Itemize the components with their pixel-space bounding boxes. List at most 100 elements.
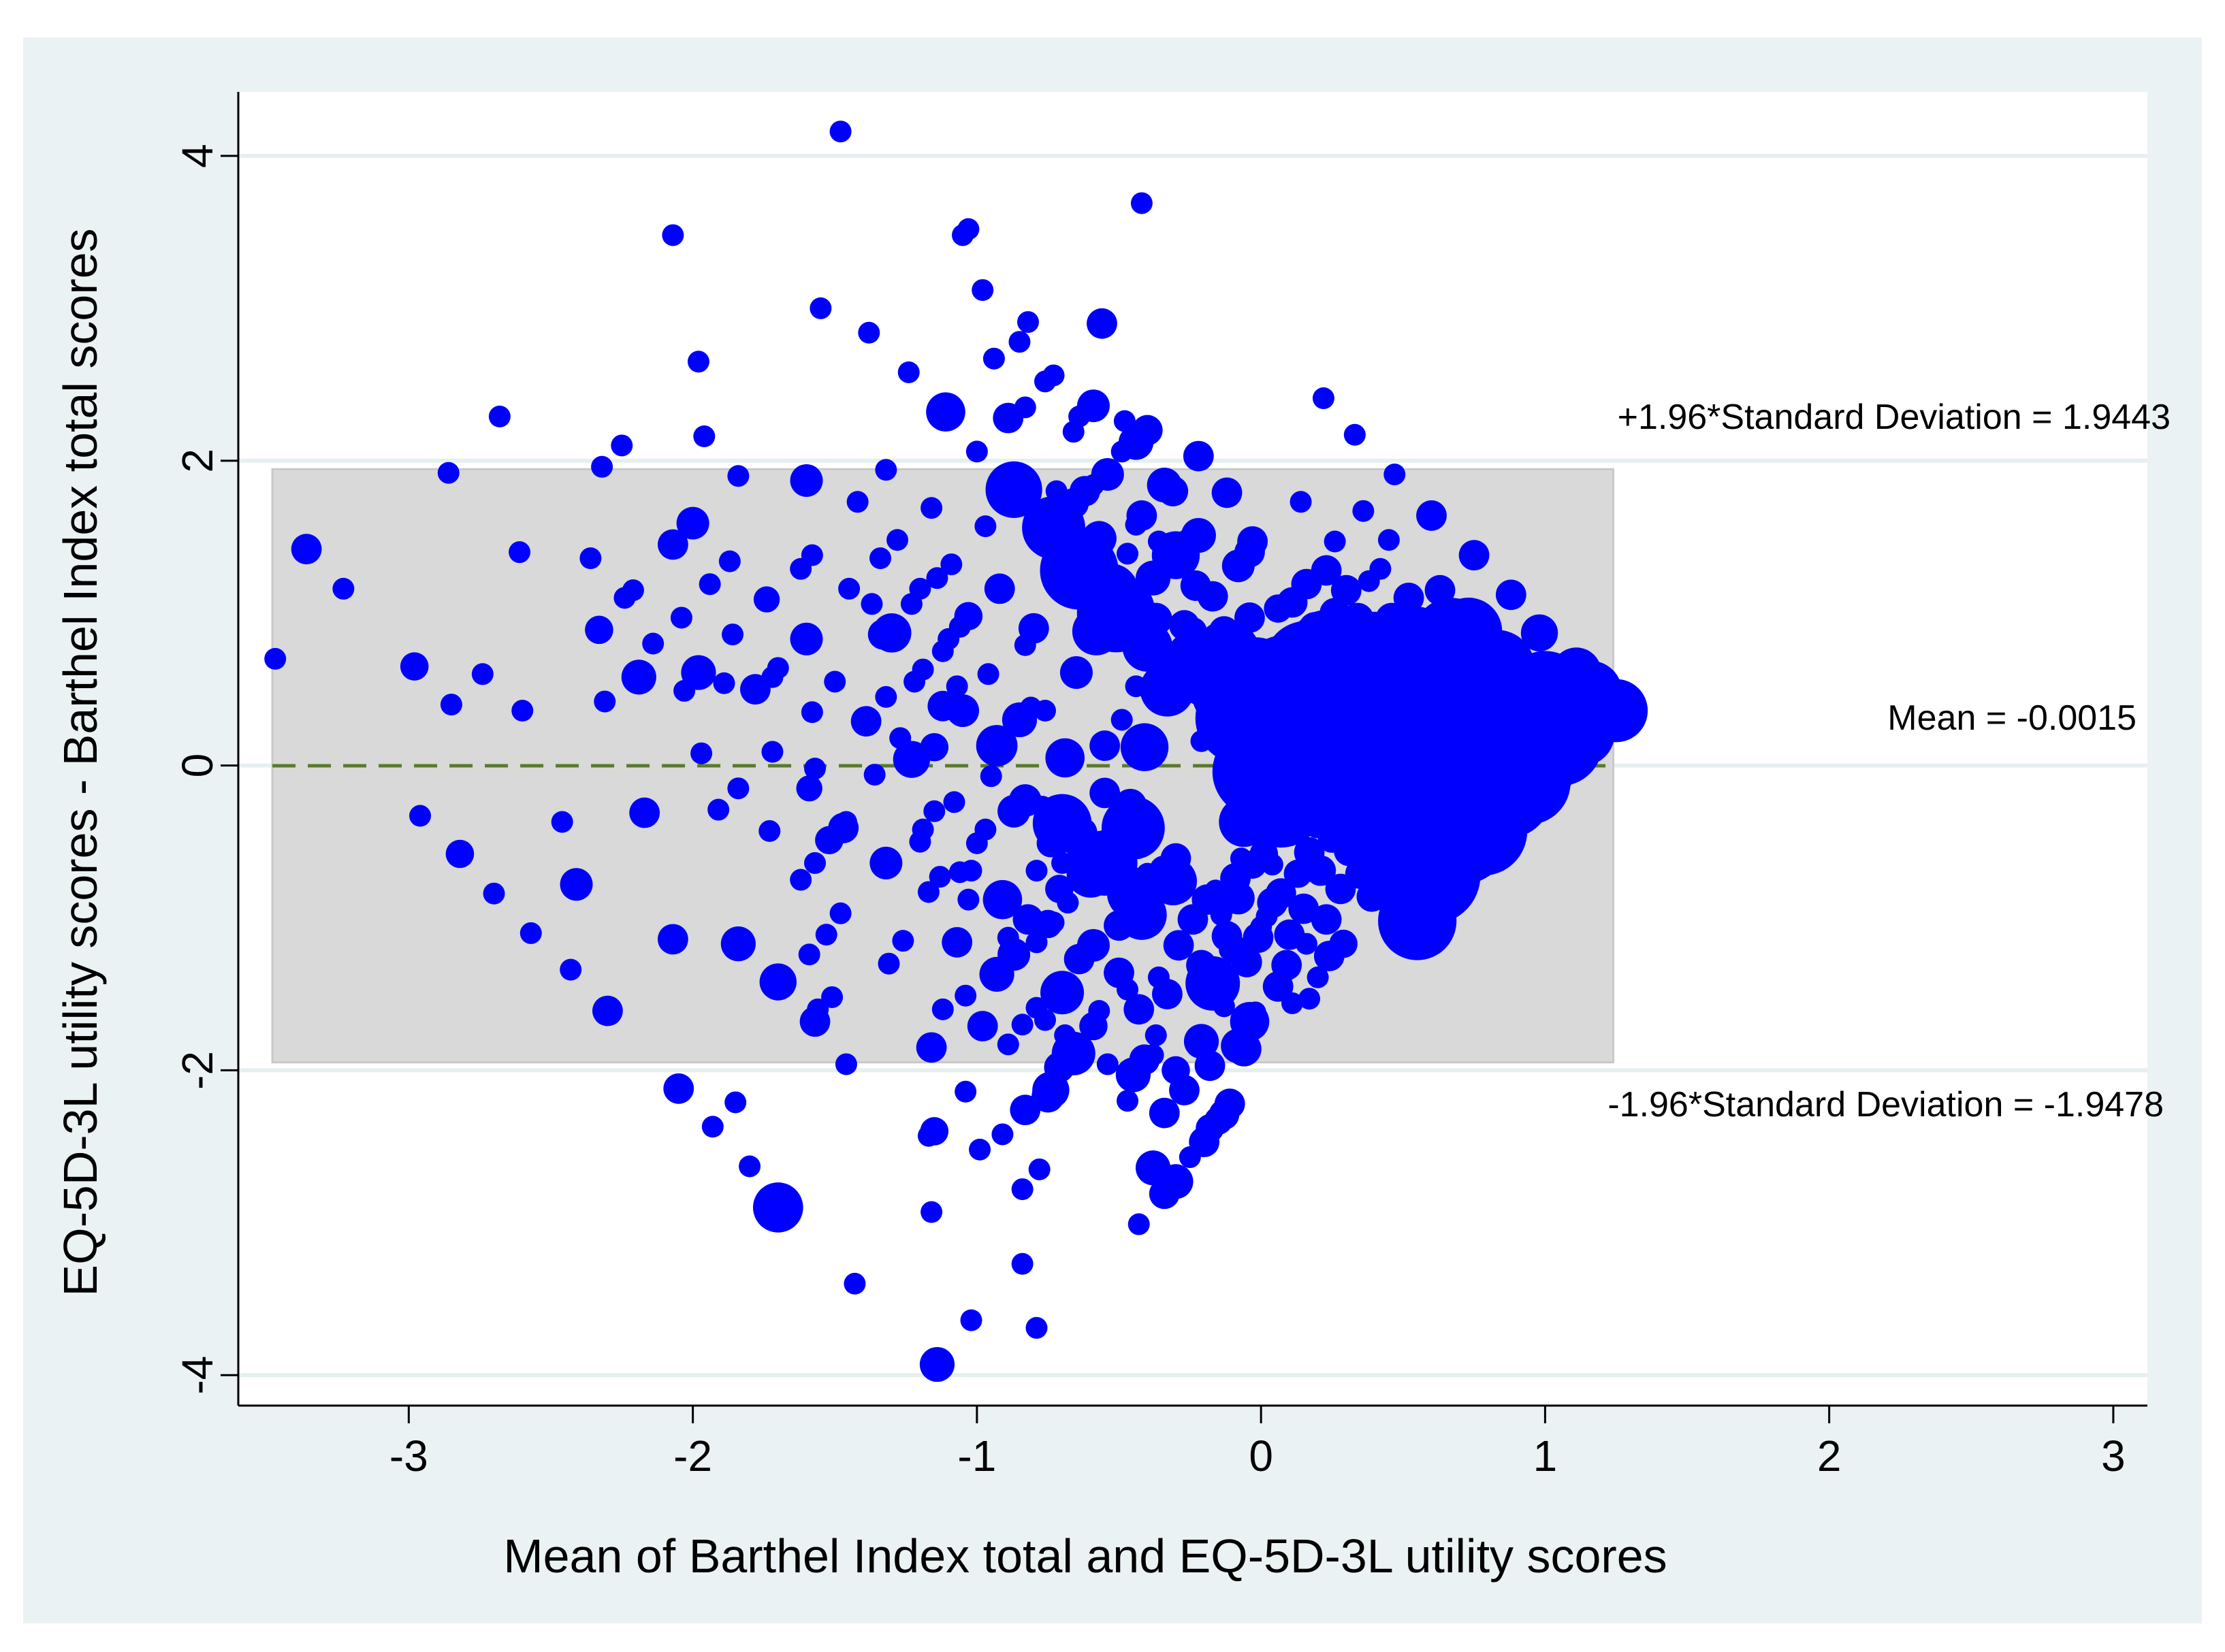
data-point-283 xyxy=(1183,1024,1219,1059)
data-point-74 xyxy=(824,670,846,693)
data-point-26 xyxy=(629,797,660,828)
data-point-192 xyxy=(1045,738,1085,778)
data-point-239 xyxy=(1123,994,1155,1025)
data-point-458 xyxy=(1458,540,1490,571)
data-point-83 xyxy=(850,706,882,737)
data-point-297 xyxy=(1213,995,1235,1018)
data-point-312 xyxy=(1221,881,1255,915)
data-point-22 xyxy=(611,434,633,457)
data-point-15 xyxy=(560,958,582,981)
data-point-128 xyxy=(946,694,980,728)
data-point-43 xyxy=(718,550,741,572)
data-point-212 xyxy=(1088,1000,1110,1022)
data-point-140 xyxy=(972,279,994,302)
x-ticks: -3 -2 -1 0 1 2 3 xyxy=(389,1406,2126,1480)
data-point-11 xyxy=(509,541,531,564)
data-point-10 xyxy=(488,405,511,427)
data-point-52 xyxy=(758,820,781,842)
data-point-90 xyxy=(869,846,903,879)
data-point-38 xyxy=(693,425,716,448)
data-point-156 xyxy=(997,938,1031,971)
data-point-71 xyxy=(815,924,837,946)
data-point-65 xyxy=(801,544,823,566)
data-point-375 xyxy=(1307,966,1329,988)
data-point-348 xyxy=(1265,878,1296,909)
data-point-143 xyxy=(977,663,999,685)
data-point-42 xyxy=(713,672,735,694)
data-point-323 xyxy=(1234,602,1265,633)
data-point-351 xyxy=(1271,950,1302,981)
data-point-129 xyxy=(955,984,977,1007)
data-point-64 xyxy=(801,701,823,724)
data-point-382 xyxy=(1311,904,1342,935)
data-point-326 xyxy=(1237,526,1268,557)
data-point-305 xyxy=(1214,1088,1245,1120)
data-point-34 xyxy=(676,506,709,540)
data-point-270 xyxy=(1158,1164,1194,1199)
data-point-14 xyxy=(551,811,573,833)
data-point-383 xyxy=(1311,555,1342,586)
data-point-357 xyxy=(1281,992,1304,1014)
data-point-402 xyxy=(1343,423,1366,446)
data-point-6 xyxy=(440,694,462,716)
data-point-389 xyxy=(1324,530,1346,553)
data-point-93 xyxy=(871,613,912,653)
data-point-169 xyxy=(1018,613,1049,644)
data-point-228 xyxy=(1117,542,1139,565)
data-point-41 xyxy=(707,798,730,821)
y-tick-label-3: 2 xyxy=(173,449,222,473)
mean-label: Mean = -0.0015 xyxy=(1887,698,2136,738)
data-point-139 xyxy=(967,1011,998,1041)
data-point-215 xyxy=(1089,777,1121,809)
data-point-229 xyxy=(1117,1090,1139,1112)
data-point-167 xyxy=(1017,311,1039,334)
data-point-123 xyxy=(946,675,968,698)
data-point-47 xyxy=(727,777,750,800)
upper-limit-label: +1.96*Standard Deviation = 1.9443 xyxy=(1618,398,2171,437)
data-point-255 xyxy=(1139,602,1172,636)
data-point-109 xyxy=(921,1201,943,1223)
y-axis-label: EQ-5D-3L utility scores - Barthel Index … xyxy=(54,228,107,1296)
data-point-32 xyxy=(670,606,692,629)
data-point-248 xyxy=(1132,415,1163,446)
data-point-370 xyxy=(1298,988,1321,1010)
data-point-40 xyxy=(701,1116,724,1138)
data-point-196 xyxy=(1051,1031,1095,1075)
data-point-110 xyxy=(923,800,946,822)
data-point-198 xyxy=(1059,656,1093,690)
data-point-240 xyxy=(1127,1213,1150,1235)
data-point-31 xyxy=(663,1073,694,1104)
data-point-122 xyxy=(943,791,965,813)
data-point-138 xyxy=(969,1138,991,1161)
data-point-281 xyxy=(1183,440,1214,472)
data-point-135 xyxy=(960,1309,982,1331)
y-ticks: -4 -2 0 2 4 xyxy=(173,144,238,1395)
data-point-30 xyxy=(658,924,688,955)
data-point-94 xyxy=(886,529,909,551)
data-point-157 xyxy=(1008,331,1031,353)
data-point-91 xyxy=(875,459,897,481)
data-point-218 xyxy=(1096,1053,1119,1075)
data-point-421 xyxy=(1377,529,1400,551)
data-point-76 xyxy=(829,902,852,924)
data-point-61 xyxy=(790,464,823,497)
data-points xyxy=(264,120,1648,1382)
data-point-149 xyxy=(982,879,1023,920)
data-point-178 xyxy=(1034,700,1057,722)
data-point-280 xyxy=(1181,517,1216,553)
data-point-66 xyxy=(804,852,827,874)
data-point-150 xyxy=(991,1123,1014,1146)
data-point-481 xyxy=(1520,614,1558,652)
data-point-134 xyxy=(960,860,982,882)
data-point-250 xyxy=(1136,637,1159,660)
data-point-243 xyxy=(1126,893,1157,924)
data-point-137 xyxy=(965,440,988,463)
data-point-431 xyxy=(1393,582,1424,613)
data-point-303 xyxy=(1211,477,1243,508)
data-point-104 xyxy=(912,818,934,841)
data-point-53 xyxy=(761,741,784,763)
x-axis-label: Mean of Barthel Index total and EQ-5D-3L… xyxy=(503,1529,1667,1583)
data-point-36 xyxy=(687,351,709,373)
data-point-147 xyxy=(976,725,1018,766)
data-point-395 xyxy=(1329,929,1358,958)
